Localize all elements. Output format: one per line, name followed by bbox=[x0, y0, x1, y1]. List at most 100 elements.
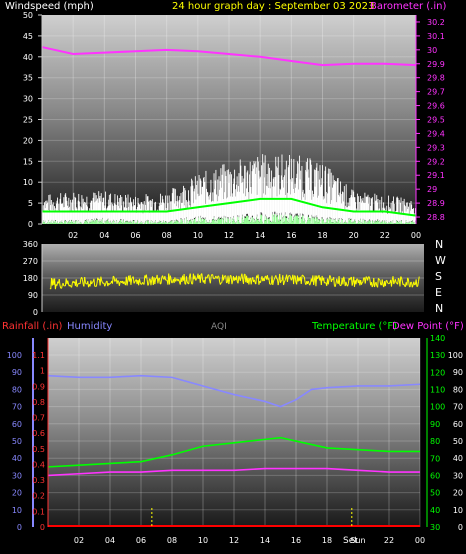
barometer-axis-label: Barometer (.in) bbox=[370, 1, 446, 12]
temp-x-axis-ticks: 02 04 06 08 10 12 14 16 18 Sun 22 00 bbox=[74, 536, 425, 545]
temperature-tick-label: 100 bbox=[430, 403, 445, 412]
wind-direction-segment bbox=[77, 283, 79, 285]
wind-tick-label: 35 bbox=[23, 74, 33, 83]
x-tick-label: 00 bbox=[415, 536, 425, 545]
wind-direction-segment bbox=[283, 282, 285, 286]
wind-direction-segment bbox=[300, 275, 303, 284]
wind-direction-segment bbox=[253, 279, 256, 283]
wind-direction-segment bbox=[307, 280, 310, 284]
dewpoint-tick-label: 100 bbox=[448, 351, 463, 360]
wind-direction-segment bbox=[154, 278, 157, 285]
rainfall-label: Rainfall (.in) bbox=[2, 321, 63, 332]
dewpoint-tick-label: 20 bbox=[453, 489, 463, 498]
direction-tick-label: 0 bbox=[33, 308, 38, 317]
rainfall-tick-label: 0.5 bbox=[32, 445, 45, 454]
wind-direction-segment bbox=[236, 275, 238, 282]
x-tick-label: 06 bbox=[136, 536, 146, 545]
wind-direction-segment bbox=[333, 277, 335, 286]
wind-direction-segment bbox=[397, 277, 400, 280]
rainfall-tick-label: 0.8 bbox=[32, 398, 45, 407]
wind-direction-segment bbox=[225, 275, 228, 283]
wind-direction-segment bbox=[390, 279, 393, 287]
barometer-tick-label: 29.2 bbox=[427, 157, 445, 166]
barometer-tick-label: 29.7 bbox=[427, 88, 445, 97]
wind-direction-segment bbox=[242, 274, 245, 284]
x-tick-label: 16 bbox=[291, 536, 301, 545]
rainfall-tick-label: 0.7 bbox=[32, 414, 45, 423]
wind-direction-segment bbox=[277, 280, 280, 286]
wind-direction-segment bbox=[347, 283, 349, 287]
dewpoint-label: Dew Point (°F) bbox=[392, 321, 464, 332]
wind-direction-segment bbox=[309, 283, 312, 286]
wind-direction-segment bbox=[361, 281, 364, 283]
wind-direction-segment bbox=[349, 277, 352, 281]
temp-humidity-series bbox=[47, 374, 421, 527]
wind-direction-segment bbox=[365, 276, 368, 278]
temperature-line bbox=[47, 436, 420, 468]
temp-humidity-grid bbox=[48, 338, 421, 527]
wind-direction-segment bbox=[416, 285, 418, 288]
wind-tick-label: 20 bbox=[23, 136, 33, 145]
humidity-tick-label: 0 bbox=[17, 523, 22, 532]
barometer-tick-label: 29.9 bbox=[427, 60, 445, 69]
x-tick-label: 00 bbox=[411, 231, 421, 240]
wind-direction-segment bbox=[91, 281, 93, 285]
wind-direction-segment bbox=[388, 282, 391, 285]
wind-direction-segment bbox=[160, 277, 163, 284]
wind-direction-segment bbox=[228, 279, 231, 285]
rainfall-tick-label: 0.9 bbox=[32, 382, 45, 391]
wind-direction-segment bbox=[148, 278, 150, 285]
barometer-tick-label: 29 bbox=[427, 185, 437, 194]
barometer-tick-label: 29.5 bbox=[427, 116, 445, 125]
direction-tick-label: 90 bbox=[28, 291, 38, 300]
rainfall-tick-label: 0.1 bbox=[32, 507, 45, 516]
wind-direction-segment bbox=[367, 276, 369, 281]
dewpoint-axis-ticks: 0 10 20 30 40 50 60 70 80 90 100 bbox=[448, 351, 463, 532]
wind-direction-segment bbox=[231, 281, 234, 285]
wind-direction-segment bbox=[364, 276, 367, 284]
wind-direction-segment bbox=[272, 280, 275, 285]
x-tick-label: 20 bbox=[349, 231, 359, 240]
wind-direction-segment bbox=[138, 278, 141, 283]
temperature-tick-label: 130 bbox=[430, 351, 445, 360]
wind-tick-label: 5 bbox=[28, 199, 33, 208]
wind-direction-segment bbox=[196, 277, 198, 280]
wind-direction-segment bbox=[67, 280, 69, 285]
wind-direction-segment bbox=[123, 281, 126, 284]
temperature-tick-label: 50 bbox=[430, 489, 440, 498]
wind-direction-segment bbox=[190, 280, 193, 285]
wind-direction-segment bbox=[273, 279, 275, 282]
wind-direction-segment bbox=[183, 274, 186, 284]
dewpoint-tick-label: 40 bbox=[453, 454, 463, 463]
wind-tick-label: 50 bbox=[23, 11, 33, 20]
barometer-tick-label: 30.1 bbox=[427, 32, 445, 41]
wind-direction-segment bbox=[279, 273, 281, 283]
humidity-tick-label: 40 bbox=[12, 454, 22, 463]
wind-direction-segment bbox=[54, 284, 57, 290]
wind-direction-segment bbox=[215, 275, 217, 278]
wind-direction-segment bbox=[93, 278, 96, 287]
rainfall-tick-label: 0.4 bbox=[32, 460, 45, 469]
wind-direction-segment bbox=[95, 283, 98, 287]
dewpoint-tick-label: 50 bbox=[453, 437, 463, 446]
wind-direction-segment bbox=[175, 279, 177, 282]
wind-direction-segment bbox=[283, 280, 286, 283]
dewpoint-tick-label: 10 bbox=[453, 506, 463, 515]
rainfall-tick-label: 0 bbox=[40, 523, 45, 532]
x-tick-label: 10 bbox=[198, 536, 208, 545]
dewpoint-tick-label: 60 bbox=[453, 420, 463, 429]
temperature-tick-label: 30 bbox=[430, 523, 440, 532]
wind-tick-label: 10 bbox=[23, 178, 33, 187]
wind-direction-segment bbox=[85, 282, 87, 285]
wind-direction-segment bbox=[392, 276, 395, 285]
wind-direction-segment bbox=[287, 275, 290, 278]
humidity-tick-label: 30 bbox=[12, 471, 22, 480]
rainfall-tick-label: 1 bbox=[40, 367, 45, 376]
temperature-tick-label: 80 bbox=[430, 437, 440, 446]
temperature-tick-label: 110 bbox=[430, 386, 445, 395]
wind-direction-segment bbox=[146, 279, 149, 286]
wind-direction-segment bbox=[130, 278, 133, 285]
x-tick-label: 08 bbox=[167, 536, 177, 545]
rainfall-axis-ticks: 0 0.1 0.2 0.3 0.4 0.5 0.6 0.7 0.8 0.9 1 1.1 bbox=[32, 351, 45, 532]
dewpoint-tick-label: 90 bbox=[453, 368, 463, 377]
